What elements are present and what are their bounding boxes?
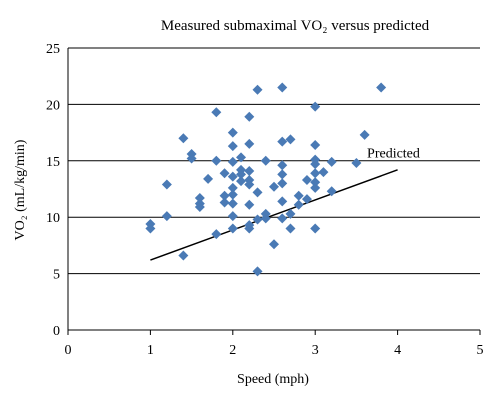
data-point [285,208,296,219]
gridlines [68,47,480,275]
data-point [145,223,156,234]
measured-points-series [145,82,387,277]
data-point [318,167,329,178]
data-point [203,173,214,184]
data-point [244,199,255,210]
data-point [227,198,238,209]
data-point [277,196,288,207]
data-point [186,153,197,164]
data-point [244,165,255,176]
data-point [244,223,255,234]
data-point [285,134,296,145]
data-point [277,213,288,224]
data-point [211,107,222,118]
y-tick-label: 15 [46,155,60,170]
data-point [252,266,263,277]
data-point [277,160,288,171]
data-point [260,213,271,224]
y-tick-label: 20 [46,98,60,113]
data-point [269,181,279,192]
data-point [161,211,172,222]
y-tick-label: 25 [46,42,60,57]
data-point [269,239,279,250]
x-tick-label: 1 [147,343,154,358]
data-point [227,189,238,200]
data-point [178,133,189,144]
data-point [178,250,189,261]
x-tick-label: 5 [477,343,484,358]
data-point [277,169,288,180]
y-tick-label: 5 [53,268,60,283]
data-point [227,211,238,222]
data-point [252,214,263,225]
data-point [310,140,321,151]
data-point [326,186,337,197]
x-tick-label: 0 [65,343,72,358]
x-axis-label: Speed (mph) [237,372,309,387]
x-tick-label: 2 [229,343,236,358]
data-point [227,127,238,138]
data-point [252,187,263,198]
data-point [359,129,370,140]
y-tick-labels: 0 5 10 15 20 25 [46,42,60,339]
data-point [227,171,238,182]
predicted-line [150,169,398,261]
data-point [227,182,238,193]
data-point [211,155,222,166]
data-point [301,194,312,205]
x-tick-label: 3 [312,343,319,358]
data-point [244,179,255,190]
data-point [277,136,288,147]
data-point [244,111,255,122]
data-point [351,158,362,169]
data-point [227,141,238,152]
data-point [227,156,238,167]
data-point [236,152,247,163]
data-point [310,182,321,193]
data-point [301,174,312,185]
data-point [293,190,304,201]
data-point [310,177,321,188]
data-point [219,197,230,208]
data-point [236,176,247,187]
data-point [252,84,263,95]
axes [67,48,481,335]
data-point [285,223,296,234]
data-point [161,179,172,190]
data-point [260,155,271,166]
data-point [310,101,321,112]
data-point [244,138,255,149]
data-point [219,168,230,179]
y-tick-label: 10 [46,211,60,226]
data-point [326,156,337,167]
x-tick-label: 4 [394,343,401,358]
data-point [219,190,230,201]
data-point [310,223,321,234]
data-point [194,193,205,204]
data-point [277,178,288,189]
data-point [236,169,247,180]
x-tick-labels: 0 1 2 3 4 5 [65,343,484,358]
data-point [310,159,321,170]
data-point [211,229,222,240]
annotations: Predicted [367,146,420,161]
data-point [227,223,238,234]
data-point [310,168,321,179]
predicted-line-series [150,169,398,261]
data-point [293,199,304,210]
data-point [194,202,205,213]
chart-title: Measured submaximal VO₂ versus predicted [161,18,430,34]
data-point [277,82,288,93]
y-tick-label: 0 [53,324,60,339]
data-point [376,82,387,93]
y-axis-label: VO₂ (mL/kg/min) [13,139,28,240]
predicted-label: Predicted [367,146,420,161]
